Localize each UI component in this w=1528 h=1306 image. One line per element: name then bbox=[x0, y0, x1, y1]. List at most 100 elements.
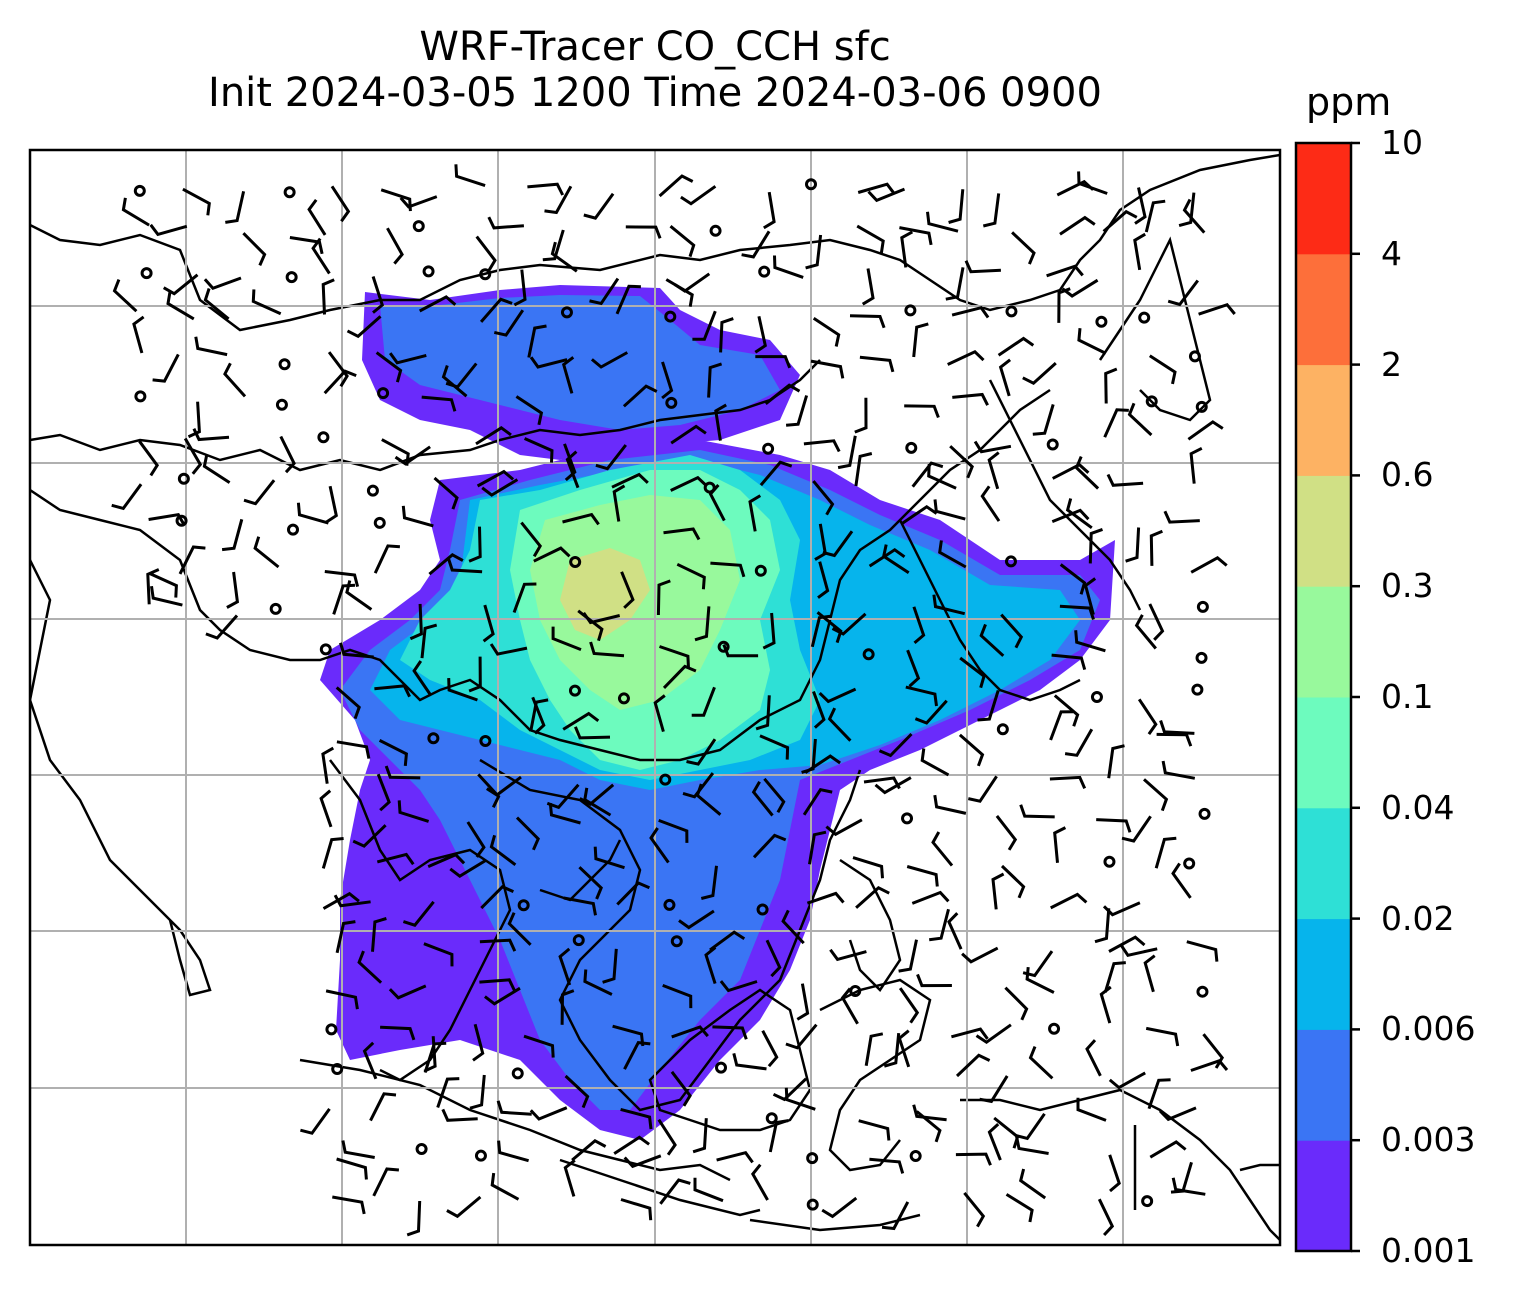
wind-barb bbox=[712, 1025, 748, 1040]
colorbar-tick-label: 0.02 bbox=[1381, 898, 1455, 938]
wind-barb bbox=[374, 684, 411, 698]
calm-wind-marker bbox=[756, 903, 769, 916]
wind-barb bbox=[1088, 527, 1104, 564]
wind-barb bbox=[472, 1023, 485, 1062]
wind-barb bbox=[741, 230, 771, 259]
wind-barb bbox=[449, 859, 487, 879]
wind-barb bbox=[1011, 231, 1036, 265]
wind-barb bbox=[754, 315, 767, 354]
wind-barb bbox=[225, 190, 246, 224]
wind-barb bbox=[590, 351, 629, 369]
wind-barb bbox=[441, 365, 468, 398]
wind-barb bbox=[362, 1041, 378, 1080]
wind-barb bbox=[700, 865, 718, 900]
wind-barb bbox=[1097, 1198, 1115, 1237]
wind-barb bbox=[468, 526, 482, 563]
wind-barb bbox=[386, 227, 404, 265]
wind-barb bbox=[202, 454, 231, 484]
wind-barb bbox=[574, 726, 611, 740]
wind-barb bbox=[686, 738, 717, 766]
calm-wind-marker bbox=[331, 1063, 344, 1076]
wind-barb bbox=[1102, 209, 1138, 233]
wind-barb bbox=[1049, 710, 1074, 741]
colorbar-segment bbox=[1296, 918, 1351, 1030]
wind-barb bbox=[542, 229, 565, 262]
wind-barb bbox=[810, 359, 845, 379]
wind-barb bbox=[980, 485, 1001, 522]
wind-barb bbox=[399, 195, 438, 209]
wind-barb bbox=[1085, 1039, 1102, 1077]
calm-wind-marker bbox=[1005, 305, 1018, 318]
wind-barb bbox=[1065, 498, 1093, 530]
wind-barb bbox=[335, 686, 361, 720]
wind-barb bbox=[1190, 1059, 1229, 1072]
wind-barb bbox=[1025, 966, 1055, 994]
wind-barb bbox=[750, 1163, 769, 1201]
wind-barb bbox=[307, 199, 327, 236]
calm-wind-marker bbox=[1198, 807, 1211, 820]
wind-barb bbox=[339, 642, 374, 659]
wind-barb bbox=[899, 226, 933, 246]
calm-wind-marker bbox=[1191, 683, 1204, 696]
wind-barb bbox=[906, 649, 921, 688]
wind-barb bbox=[345, 580, 373, 611]
wind-barb bbox=[1053, 826, 1067, 863]
wind-barb bbox=[906, 865, 939, 887]
calm-wind-marker bbox=[805, 178, 818, 191]
wind-barb bbox=[479, 297, 513, 323]
wind-barb bbox=[998, 358, 1012, 397]
wind-barb bbox=[1143, 778, 1169, 812]
colorbar-tick-label: 0.3 bbox=[1381, 566, 1434, 606]
wind-barb bbox=[804, 754, 841, 774]
wind-barb bbox=[901, 504, 938, 525]
wind-barb bbox=[515, 816, 540, 851]
wind-barb bbox=[822, 530, 854, 558]
calm-wind-marker bbox=[366, 484, 379, 497]
calm-wind-marker bbox=[762, 442, 775, 455]
wind-barb bbox=[454, 164, 486, 188]
calm-wind-marker bbox=[287, 523, 300, 536]
wind-barb bbox=[670, 475, 708, 492]
wind-barb bbox=[653, 694, 666, 733]
wind-barb bbox=[868, 547, 906, 568]
wind-barb bbox=[352, 824, 387, 848]
wind-barb bbox=[719, 980, 758, 993]
calm-wind-marker bbox=[806, 1152, 819, 1165]
wind-barb bbox=[755, 355, 792, 369]
wind-barb bbox=[874, 776, 912, 795]
wind-barb bbox=[997, 336, 1035, 357]
colorbar-segment bbox=[1296, 253, 1351, 366]
wind-barb bbox=[817, 561, 830, 599]
wind-barb bbox=[905, 685, 938, 707]
calm-wind-marker bbox=[317, 431, 330, 444]
wind-barb bbox=[1134, 614, 1157, 650]
wind-barb bbox=[336, 1157, 368, 1180]
wind-barb bbox=[692, 310, 717, 341]
wind-barb bbox=[593, 846, 625, 870]
wind-barb bbox=[1049, 775, 1087, 790]
wind-barb bbox=[611, 472, 649, 489]
wind-barb bbox=[694, 606, 711, 642]
wind-barb bbox=[203, 288, 230, 321]
wind-barb bbox=[752, 833, 787, 859]
wind-barb bbox=[716, 1150, 754, 1164]
wind-barb bbox=[658, 818, 689, 843]
wind-barb bbox=[963, 1191, 986, 1228]
wind-barb bbox=[882, 544, 910, 575]
wind-barb bbox=[911, 461, 944, 488]
wind-barb bbox=[680, 185, 717, 206]
wind-barb bbox=[564, 1074, 590, 1109]
calm-wind-marker bbox=[862, 648, 875, 661]
wind-barb bbox=[898, 987, 920, 1024]
wind-barb bbox=[1119, 944, 1158, 957]
calm-wind-marker bbox=[1048, 1022, 1061, 1035]
wind-barb bbox=[1103, 961, 1126, 993]
colorbar-tick-label: 4 bbox=[1381, 233, 1402, 273]
wind-barb bbox=[663, 527, 701, 541]
wind-barb bbox=[931, 831, 954, 867]
colorbar-segment bbox=[1296, 1029, 1351, 1141]
wind-barb bbox=[1106, 473, 1144, 487]
wind-barb bbox=[1102, 901, 1141, 917]
wind-barb bbox=[121, 197, 150, 227]
colorbar-tick-label: 0.006 bbox=[1381, 1009, 1476, 1049]
